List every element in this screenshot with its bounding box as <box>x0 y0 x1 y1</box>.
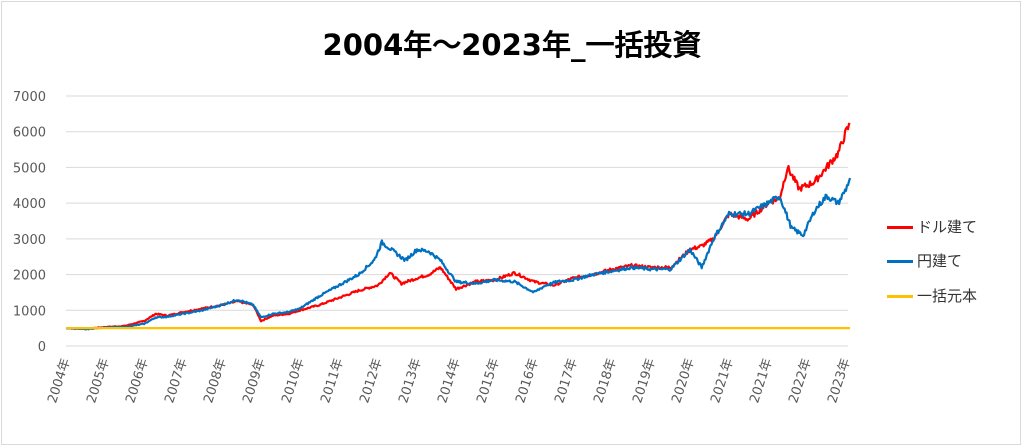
x-tick-label: 2006年 <box>123 357 152 405</box>
x-tick-label: 2021年 <box>747 357 776 405</box>
x-tick-label: 2010年 <box>279 357 308 405</box>
y-tick-label: 7000 <box>13 90 46 105</box>
x-tick-label: 2020年 <box>669 357 698 405</box>
legend-swatch <box>887 226 913 229</box>
x-tick-label: 2015年 <box>474 357 503 405</box>
legend-label: ドル建て <box>917 218 978 236</box>
x-tick-label: 2016年 <box>513 357 542 405</box>
x-tick-label: 2009年 <box>240 357 269 405</box>
y-tick-label: 4000 <box>13 197 46 212</box>
legend-item-yen: 円建て <box>887 250 962 271</box>
series-line-0 <box>65 122 851 331</box>
y-tick-label: 3000 <box>13 233 46 248</box>
y-tick-label: 6000 <box>13 126 46 141</box>
x-tick-label: 2019年 <box>630 357 659 405</box>
legend-swatch <box>887 260 913 263</box>
x-tick-label: 2004年 <box>45 357 74 405</box>
x-tick-label: 2012年 <box>357 357 386 405</box>
x-tick-label: 2013年 <box>396 357 425 405</box>
x-tick-label: 2018年 <box>591 357 620 405</box>
y-tick-label: 1000 <box>13 304 46 319</box>
y-tick-label: 0 <box>38 340 46 355</box>
y-tick-label: 2000 <box>13 269 46 284</box>
x-tick-label: 2023年 <box>825 357 854 405</box>
x-tick-label: 2005年 <box>84 357 113 405</box>
legend-swatch <box>887 295 913 298</box>
chart-title: 2004年～2023年_一括投資 <box>322 28 702 62</box>
x-tick-label: 2014年 <box>435 357 464 405</box>
y-tick-label: 5000 <box>13 161 46 176</box>
legend-item-dollar: ドル建て <box>887 216 977 237</box>
x-tick-label: 2007年 <box>162 357 191 405</box>
legend-label: 一括元本 <box>917 287 978 305</box>
x-tick-label: 2021年 <box>708 357 737 405</box>
legend-label: 円建て <box>917 252 963 270</box>
legend-item-principal: 一括元本 <box>887 285 977 306</box>
x-tick-label: 2017年 <box>552 357 581 405</box>
series-line-1 <box>65 177 852 331</box>
x-tick-label: 2022年 <box>786 357 815 405</box>
x-tick-label: 2011年 <box>318 357 347 405</box>
x-tick-label: 2008年 <box>201 357 230 405</box>
